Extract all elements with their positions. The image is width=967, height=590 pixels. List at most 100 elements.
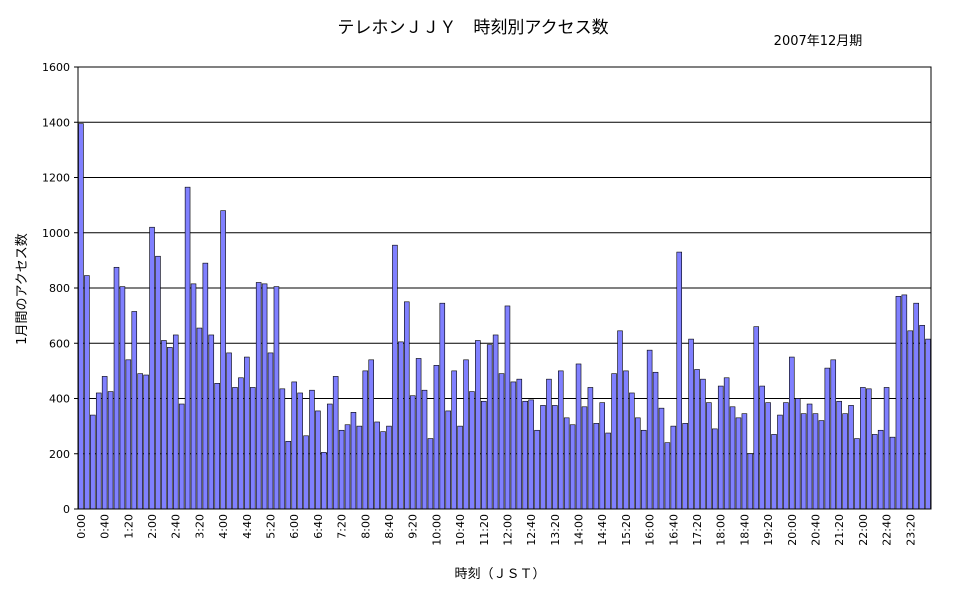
- bar: [783, 402, 789, 510]
- bar: [593, 423, 600, 510]
- bar: [350, 412, 357, 510]
- bar: [463, 359, 469, 510]
- bar: [208, 334, 215, 510]
- bar: [285, 441, 292, 510]
- bar: [403, 301, 410, 510]
- bar: [321, 452, 327, 510]
- bar: [635, 417, 641, 510]
- bar: [291, 381, 297, 510]
- bar: [332, 376, 339, 510]
- y-tick-label: 600: [49, 337, 70, 350]
- bar: [267, 352, 274, 510]
- x-tick-label: 22:00: [857, 514, 870, 546]
- bar: [854, 438, 860, 510]
- bar: [95, 392, 102, 510]
- bar: [303, 435, 309, 510]
- bar: [741, 413, 748, 510]
- bar: [149, 226, 155, 510]
- bar: [516, 378, 523, 510]
- bar: [694, 369, 700, 510]
- bar: [540, 405, 546, 510]
- x-tick-label: 6:00: [288, 514, 301, 539]
- y-tick-label: 1400: [42, 116, 70, 129]
- bar: [184, 186, 191, 510]
- bar: [842, 413, 848, 510]
- bar: [723, 377, 730, 510]
- bar: [522, 400, 528, 510]
- bar: [664, 442, 671, 510]
- bar: [623, 370, 629, 510]
- x-tick-label: 6:40: [312, 514, 325, 539]
- bar: [575, 363, 582, 510]
- x-tick-label: 13:20: [549, 514, 562, 546]
- bar: [919, 324, 925, 510]
- bar: [652, 371, 659, 510]
- bar: [546, 378, 552, 510]
- bar: [640, 429, 647, 510]
- bar: [735, 417, 742, 510]
- bar: [356, 425, 363, 510]
- y-tick-label: 400: [49, 393, 70, 406]
- bar: [765, 402, 771, 510]
- x-axis-ticks: 0:00 0:40 1:20 2:00 2:40 3:20 4:00 4:40 5:20 6:00…: [75, 514, 917, 546]
- bar: [113, 266, 120, 510]
- bar: [605, 432, 611, 510]
- bar: [712, 428, 718, 510]
- gridlines: [78, 121, 931, 455]
- bar: [753, 326, 760, 510]
- bar: [220, 210, 226, 510]
- bar: [386, 425, 392, 510]
- bar: [830, 359, 837, 510]
- bar: [700, 378, 706, 510]
- bar: [913, 302, 919, 510]
- bar: [925, 338, 931, 510]
- x-tick-label: 2:40: [170, 514, 183, 539]
- x-tick-label: 20:40: [809, 514, 822, 546]
- bar: [392, 244, 398, 510]
- bar: [451, 370, 457, 510]
- chart-subtitle: 2007年12月期: [774, 34, 863, 49]
- bar: [676, 251, 683, 510]
- bar: [901, 294, 908, 510]
- bar: [427, 438, 434, 510]
- x-tick-label: 11:20: [478, 514, 491, 546]
- x-tick-label: 22:40: [881, 514, 894, 546]
- bar: [824, 367, 831, 510]
- bar: [261, 283, 268, 510]
- x-tick-label: 0:00: [75, 514, 88, 539]
- bar: [629, 392, 635, 510]
- bar: [244, 356, 250, 510]
- bar: [232, 387, 238, 510]
- bar: [877, 429, 884, 510]
- bar: [202, 262, 209, 510]
- bar: [119, 286, 126, 510]
- x-tick-label: 7:20: [336, 514, 349, 539]
- bar: [469, 391, 475, 510]
- bar: [670, 425, 677, 510]
- bar: [131, 311, 138, 510]
- bar: [273, 286, 280, 510]
- bar: [794, 398, 801, 510]
- bar: [190, 283, 197, 510]
- bar: [800, 413, 807, 510]
- bar: [617, 330, 623, 510]
- bar: [611, 373, 617, 510]
- bar: [717, 385, 724, 510]
- bar: [492, 334, 499, 510]
- y-tick-label: 1200: [42, 172, 70, 185]
- bar: [599, 402, 606, 510]
- y-tick-label: 1000: [42, 227, 70, 240]
- bar: [101, 376, 108, 510]
- bar: [362, 370, 369, 510]
- bar: [504, 305, 511, 510]
- bar: [368, 359, 374, 510]
- bar: [866, 388, 872, 510]
- bar: [558, 370, 564, 510]
- y-axis-label: 1月間のアクセス数: [15, 233, 30, 345]
- bar: [528, 399, 534, 510]
- x-tick-label: 18:00: [715, 514, 728, 546]
- x-tick-label: 21:20: [833, 514, 846, 546]
- bar: [172, 334, 179, 510]
- bar: [214, 383, 220, 510]
